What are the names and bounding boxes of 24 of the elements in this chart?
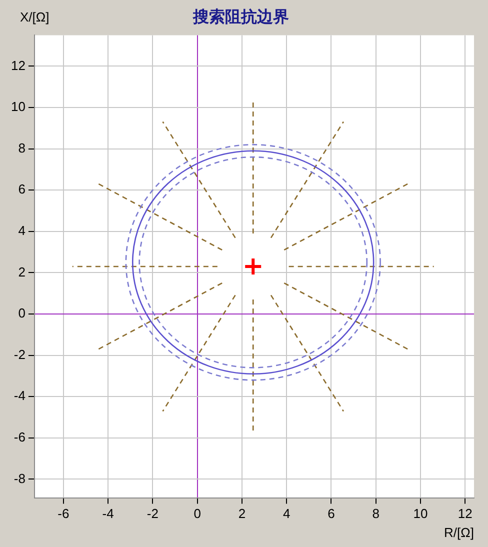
y-tick-label: 6 xyxy=(18,182,26,197)
y-tick-label: 2 xyxy=(18,264,26,280)
x-tick-label: 4 xyxy=(282,506,290,522)
chart-title: 搜索阻抗边界 xyxy=(192,6,289,26)
y-tick-label: 0 xyxy=(18,306,26,321)
y-tick-label: 12 xyxy=(10,58,26,73)
x-tick-label: -4 xyxy=(102,506,114,522)
x-axis-title: R/[Ω] xyxy=(444,524,474,540)
y-tick-label: 10 xyxy=(10,99,26,114)
y-tick-label: -8 xyxy=(14,470,26,486)
x-tick-label: -6 xyxy=(58,506,70,522)
y-tick-label: 4 xyxy=(18,222,26,238)
y-tick-label: -6 xyxy=(14,429,26,444)
x-tick-label: 6 xyxy=(328,506,335,522)
x-tick-label: 0 xyxy=(194,506,201,522)
x-tick-label: 2 xyxy=(238,506,246,522)
y-tick-label: 8 xyxy=(18,140,26,156)
y-axis-title: X/[Ω] xyxy=(20,10,50,25)
x-tick-label: 12 xyxy=(458,506,472,522)
x-tick-label: -2 xyxy=(146,506,158,522)
y-tick-label: -4 xyxy=(14,388,26,404)
x-tick-label: 10 xyxy=(413,506,428,522)
x-tick-label: 8 xyxy=(372,506,380,522)
y-tick-label: -2 xyxy=(14,346,26,362)
